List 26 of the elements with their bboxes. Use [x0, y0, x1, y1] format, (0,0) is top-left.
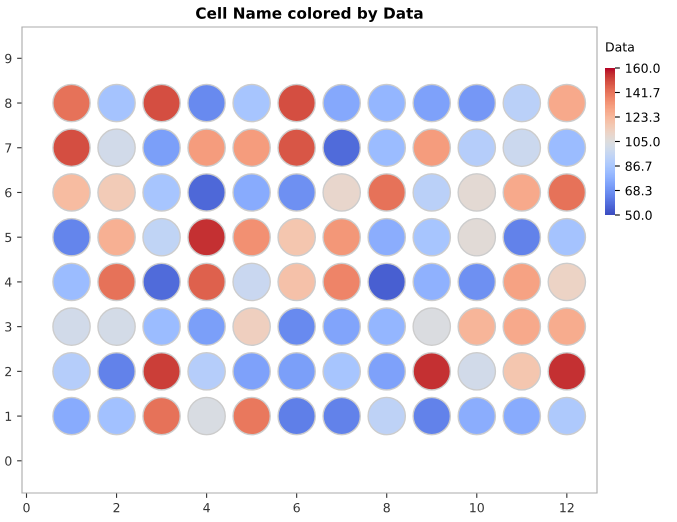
y-tick-label: 1 [6, 412, 12, 421]
y-tick-label: 3 [5, 322, 12, 332]
y-tick-label: 7 [5, 143, 12, 152]
y-tick-label: 6 [5, 188, 12, 198]
color-bar-label: 141.7 [626, 88, 660, 98]
color-bar-label: 86.7 [626, 161, 652, 171]
y-tick-label: 4 [4, 278, 12, 287]
x-tick-label: 6 [294, 502, 300, 512]
x-tick-label: 10 [470, 502, 484, 512]
y-tick-label: 5 [5, 232, 12, 242]
x-tick-label: 12 [560, 502, 574, 512]
y-tick-label: 9 [5, 54, 12, 64]
chart-title: Cell Name colored by Data [196, 7, 422, 22]
x-tick-label: 8 [384, 502, 390, 512]
y-tick-label: 0 [5, 456, 12, 466]
color-bar-label: 123.3 [626, 112, 660, 122]
color-bar-label: 105.0 [626, 136, 660, 146]
x-tick-label: 2 [113, 502, 120, 512]
y-tick-label: 2 [5, 366, 12, 376]
x-tick-label: 0 [23, 502, 30, 512]
color-bar-label: 160.0 [626, 63, 660, 73]
y-tick-label: 8 [5, 98, 12, 108]
x-tick-label: 4 [203, 503, 210, 512]
color-bar-title: Data [606, 42, 634, 52]
color-bar-label: 50.0 [626, 210, 652, 220]
color-bar-label: 68.3 [626, 186, 652, 196]
